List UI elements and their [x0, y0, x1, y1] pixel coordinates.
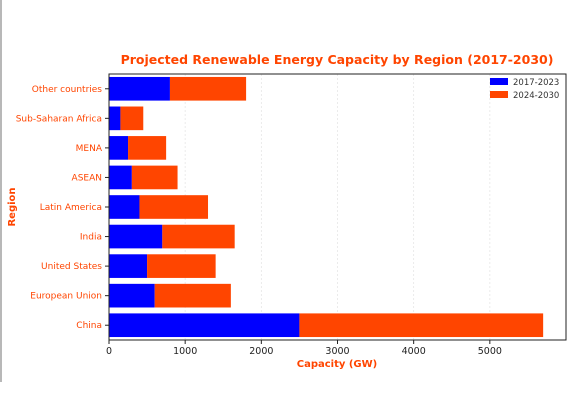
x-tick-label: 2000: [249, 346, 273, 357]
bar-2017-2023: [109, 136, 129, 160]
bar-2024-2030: [169, 76, 247, 101]
category-label: MENA: [76, 144, 103, 154]
bar-2017-2023: [109, 283, 155, 308]
bars: [109, 76, 544, 338]
x-tick-label: 0: [106, 346, 112, 357]
category-label: United States: [41, 262, 102, 272]
category-label: European Union: [30, 292, 102, 302]
bar-2024-2030: [120, 106, 144, 131]
x-ticks: 0 1000 2000 3000 4000 5000: [106, 340, 502, 357]
bar-2024-2030: [154, 283, 231, 308]
x-tick-label: 4000: [402, 346, 426, 357]
x-tick-label: 3000: [325, 346, 349, 357]
x-tick-label: 1000: [173, 346, 197, 357]
bar-2017-2023: [109, 76, 170, 101]
bar-2024-2030: [162, 224, 235, 249]
category-labels: China European Union United States India Lat…: [16, 85, 109, 331]
category-label: Sub-Saharan Africa: [16, 114, 102, 124]
bar-2024-2030: [299, 313, 544, 338]
bar-2017-2023: [109, 254, 148, 278]
category-label: India: [80, 233, 102, 243]
bar-2024-2030: [147, 254, 216, 278]
legend-label: 2024-2030: [513, 91, 559, 101]
left-border: [0, 0, 2, 382]
bar-2017-2023: [109, 313, 300, 338]
bar-2017-2023: [109, 165, 132, 190]
category-label: Latin America: [40, 203, 102, 213]
category-label: ASEAN: [72, 173, 102, 183]
chart-title: Projected Renewable Energy Capacity by R…: [121, 52, 554, 67]
legend-swatch: [490, 78, 508, 85]
bar-2024-2030: [131, 165, 178, 190]
category-label: China: [76, 321, 102, 331]
x-axis-label: Capacity (GW): [297, 359, 378, 370]
legend-swatch: [490, 91, 508, 98]
y-axis-label: Region: [7, 187, 18, 226]
bar-2017-2023: [109, 106, 121, 131]
bar-2017-2023: [109, 224, 163, 249]
bar-2024-2030: [128, 136, 167, 160]
x-tick-label: 5000: [478, 346, 502, 357]
legend: 2017-2023 2024-2030: [490, 78, 559, 101]
bar-2024-2030: [139, 195, 209, 219]
bar-2017-2023: [109, 195, 140, 219]
legend-label: 2017-2023: [513, 78, 559, 88]
category-label: Other countries: [32, 85, 103, 95]
